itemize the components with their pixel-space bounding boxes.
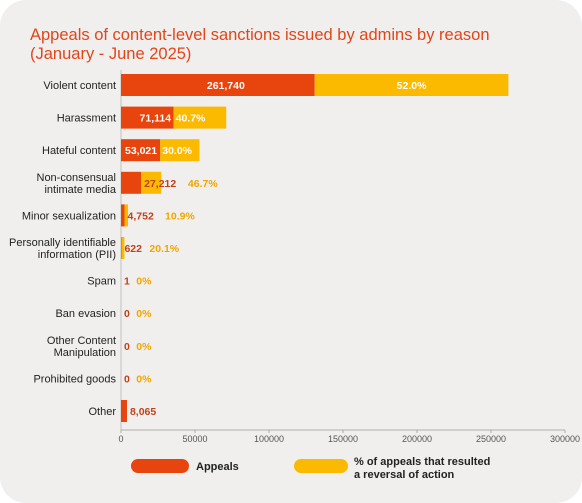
appeals-value-label: 622 [124,243,142,255]
category-label: Other [88,406,116,418]
reversal-bar [121,237,125,259]
reversal-value-label: 40.7% [176,113,206,125]
appeals-value-label: 0 [124,373,130,385]
reversal-value-label: 0% [136,276,152,288]
reversal-value-label: 30.0% [162,145,192,157]
category-label: Personally identifiable information (PII) [9,237,116,261]
appeals-value-label: 71,114 [140,113,172,125]
reversal-bar [124,204,129,227]
chart-title: Appeals of content-level sanctions issue… [30,26,490,63]
reversal-bar [141,171,162,194]
reversal-value-label: 20.1% [149,243,179,255]
appeals-value-label: 4,752 [128,210,154,222]
appeals-value-label: 53,021 [125,145,157,157]
category-label: Hateful content [42,145,116,157]
appeals-bar [121,106,174,129]
appeals-bar [121,204,125,227]
category-label: Violent content [43,80,116,92]
x-tick-label: 250000 [476,434,506,444]
reversal-bar [160,139,200,162]
legend-swatch-reversal [294,459,348,473]
appeals-value-label: 27,212 [144,178,176,190]
appeals-bar [121,400,127,422]
category-label: Harassment [57,113,116,125]
x-tick-label: 300000 [550,434,580,444]
x-tick-label: 150000 [328,434,358,444]
legend-label-reversal: % of appeals that resulted a reversal of … [354,456,490,481]
legend-swatch-appeals [131,459,189,473]
appeals-bar [121,171,142,194]
x-tick-label: 0 [118,434,123,444]
x-tick-label: 100000 [254,434,284,444]
appeals-value-label: 1 [124,276,130,288]
x-tick-label: 200000 [402,434,432,444]
category-label: Minor sexualization [22,210,116,222]
category-label: Prohibited goods [33,373,116,385]
appeals-value-label: 0 [124,341,130,353]
category-label: Other Content Manipulation [47,335,116,359]
x-tick-label: 50000 [182,434,207,444]
reversal-value-label: 10.9% [165,210,195,222]
appeals-bar [121,74,315,96]
reversal-value-label: 0% [136,373,152,385]
reversal-value-label: 46.7% [188,178,218,190]
reversal-bar [173,106,227,129]
reversal-value-label: 52.0% [397,80,427,92]
appeals-value-label: 261,740 [207,80,245,92]
category-label: Non-consensual intimate media [37,172,117,196]
category-label: Spam [87,276,116,288]
reversal-value-label: 0% [136,308,152,320]
appeals-value-label: 8,065 [130,406,156,418]
reversal-value-label: 0% [136,341,152,353]
reversal-bar [314,74,509,96]
appeals-bar [121,139,161,162]
appeals-value-label: 0 [124,308,130,320]
category-label: Ban evasion [55,308,116,320]
legend-label-appeals: Appeals [196,461,239,473]
